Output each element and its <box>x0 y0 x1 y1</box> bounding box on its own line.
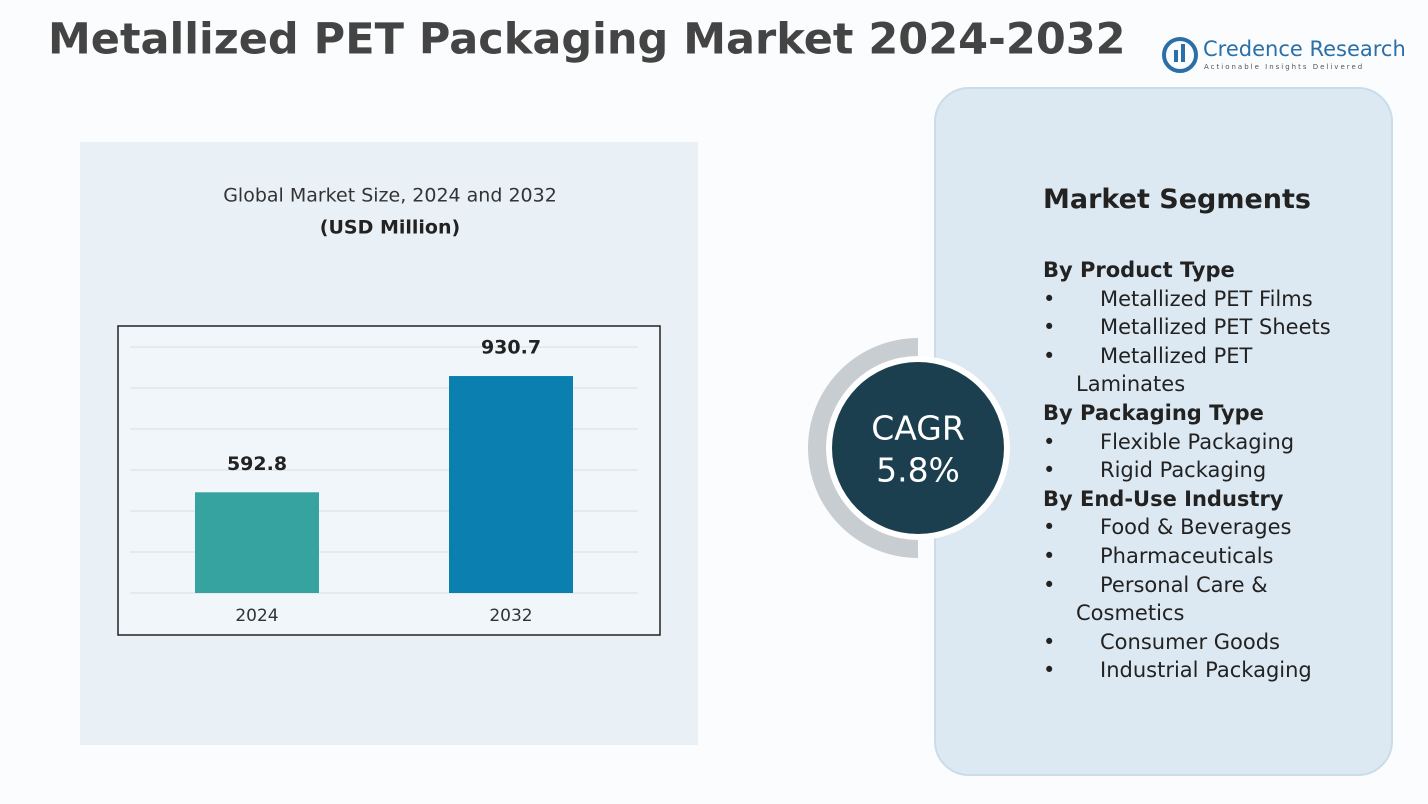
segment-item: Industrial Packaging <box>1043 656 1353 685</box>
segment-item: Consumer Goods <box>1043 628 1353 657</box>
segments-title: Market Segments <box>1043 184 1311 215</box>
segment-group: By End-Use Industry <box>1043 486 1284 511</box>
segment-item: Metallized PET Films <box>1043 285 1353 314</box>
cagr-value: 5.8% <box>876 451 960 490</box>
value-label: 592.8 <box>227 453 287 475</box>
segment-group: By Product Type <box>1043 258 1235 282</box>
chart-unit: (USD Million) <box>320 217 460 239</box>
chart-subtitle: Global Market Size, 2024 and 2032 <box>223 185 557 207</box>
cagr-circle <box>832 362 1004 534</box>
segment-item: Rigid Packaging <box>1043 456 1353 485</box>
segment-item: Metallized PET Laminates <box>1043 342 1353 399</box>
cagr-ring <box>808 338 919 558</box>
logo: Credence Research Actionable Insights De… <box>1162 37 1406 73</box>
bars: 2024 592.8 2032 930.7 <box>195 337 573 626</box>
logo-tagline: Actionable Insights Delivered <box>1204 63 1364 71</box>
segment-item: Food & Beverages <box>1043 513 1353 542</box>
logo-icon <box>1181 44 1185 62</box>
logo-icon <box>1162 37 1198 73</box>
bar <box>195 492 319 593</box>
bar <box>449 376 573 593</box>
segment-item: Metallized PET Sheets <box>1043 313 1353 342</box>
segment-item: Flexible Packaging <box>1043 428 1353 457</box>
segment-item: Personal Care & Cosmetics <box>1043 571 1353 628</box>
segment-group: By Packaging Type <box>1043 400 1264 425</box>
segment-item: Pharmaceuticals <box>1043 542 1353 571</box>
chart-panel <box>80 142 698 745</box>
x-tick-label: 2024 <box>235 606 278 626</box>
value-label: 930.7 <box>481 337 541 359</box>
x-tick-label: 2032 <box>489 606 532 626</box>
segments: Market Segments By Product Type Metallize… <box>1043 184 1353 685</box>
logo-name: Credence Research <box>1203 37 1406 61</box>
logo-icon <box>1174 50 1178 62</box>
cagr-label: CAGR <box>871 409 965 448</box>
page-title: Metallized PET Packaging Market 2024-203… <box>48 15 1126 65</box>
